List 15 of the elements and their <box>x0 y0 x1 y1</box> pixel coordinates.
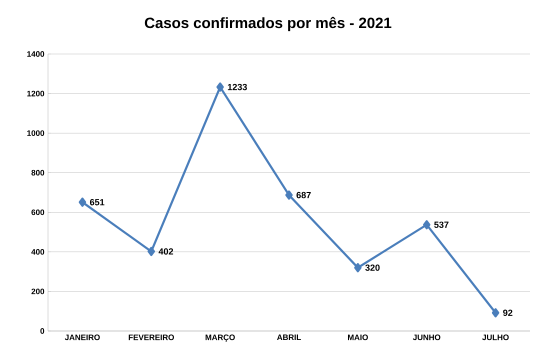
data-label: 320 <box>365 264 380 271</box>
point <box>492 308 500 318</box>
data-label: 651 <box>90 199 104 206</box>
point <box>354 263 362 272</box>
data-label: 402 <box>158 248 174 255</box>
data-label: 1233 <box>228 84 247 90</box>
point <box>148 246 156 256</box>
data-label: 687 <box>296 192 311 198</box>
point <box>422 220 430 230</box>
data-label: 92 <box>503 310 512 316</box>
point <box>216 82 224 92</box>
data-label: 537 <box>434 222 448 228</box>
point <box>285 190 293 200</box>
point <box>78 198 86 207</box>
chart-title: Casos confirmados por mês - 2021 <box>144 16 392 32</box>
